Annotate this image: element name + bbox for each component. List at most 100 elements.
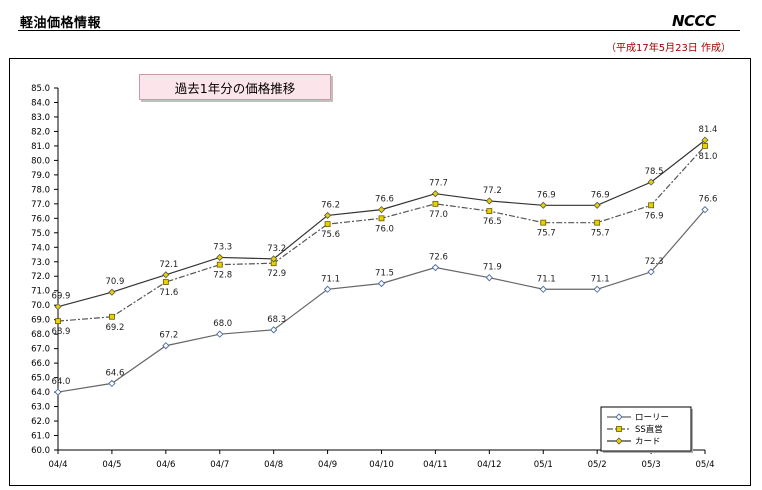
y-tick-label: 63.0 <box>31 403 50 413</box>
data-label-2: 72.8 <box>213 271 232 281</box>
data-point-3 <box>377 206 386 214</box>
y-tick-label: 84.0 <box>31 98 50 108</box>
y-tick-label: 81.0 <box>31 142 50 152</box>
data-label-2: 76.9 <box>645 211 664 221</box>
data-point-1 <box>539 285 547 293</box>
data-point-1 <box>377 279 386 288</box>
data-point-3 <box>593 201 601 209</box>
data-point-1 <box>270 326 278 334</box>
y-tick-label: 76.0 <box>31 214 50 224</box>
data-point-1 <box>216 330 224 338</box>
data-label-1: 71.1 <box>591 274 610 284</box>
data-point-1 <box>647 268 655 276</box>
page-title: 軽油価格情報 <box>20 16 102 31</box>
data-point-1 <box>323 285 332 293</box>
x-tick-label: 04/9 <box>318 460 337 470</box>
data-label-1: 68.3 <box>267 315 286 325</box>
data-label-1: 71.9 <box>483 263 502 273</box>
data-point-3 <box>647 178 655 186</box>
data-label-2: 69.2 <box>105 323 124 333</box>
data-point-1 <box>54 388 62 396</box>
data-label-1: 64.0 <box>52 377 71 387</box>
data-label-3: 70.9 <box>105 277 124 287</box>
data-label-1: 67.2 <box>159 331 178 341</box>
data-label-2: 81.0 <box>699 152 718 162</box>
data-point-3 <box>270 255 278 263</box>
data-label-2: 76.5 <box>483 217 502 227</box>
data-label-2: 68.9 <box>52 327 71 337</box>
company-logo: NCCC <box>672 12 716 30</box>
data-point-3 <box>485 197 493 205</box>
data-point-3 <box>162 271 170 279</box>
x-tick-label: 04/12 <box>477 460 502 470</box>
x-tick-label: 05/1 <box>534 460 553 470</box>
y-tick-label: 72.0 <box>31 272 50 282</box>
data-label-1: 68.0 <box>213 319 232 329</box>
legend-label-2: SS直営 <box>635 424 663 435</box>
data-point-3 <box>216 253 224 261</box>
data-label-3: 73.2 <box>267 244 286 254</box>
data-label-1: 76.6 <box>699 195 718 205</box>
y-tick-label: 79.0 <box>31 171 50 181</box>
data-label-2: 75.7 <box>537 229 556 239</box>
y-tick-label: 82.0 <box>31 127 50 137</box>
y-tick-label: 65.0 <box>31 374 50 384</box>
chart-title: 過去1年分の価格推移 <box>139 74 331 100</box>
y-tick-label: 67.0 <box>31 345 50 355</box>
data-label-2: 75.6 <box>321 230 340 240</box>
y-tick-label: 74.0 <box>31 243 50 253</box>
data-point-3 <box>54 303 62 311</box>
y-tick-label: 85.0 <box>31 84 50 94</box>
data-label-3: 77.7 <box>429 179 448 189</box>
data-label-1: 71.5 <box>375 268 394 278</box>
y-tick-label: 66.0 <box>31 359 50 369</box>
data-point-1 <box>593 285 601 293</box>
data-point-3 <box>701 136 709 144</box>
creation-date: （平成17年5月23日 作成） <box>606 43 731 54</box>
legend-marker-3 <box>615 437 623 445</box>
data-point-2 <box>378 215 385 222</box>
y-tick-label: 60.0 <box>31 446 50 456</box>
legend-marker-1 <box>615 413 623 421</box>
data-label-3: 81.4 <box>699 125 718 135</box>
y-tick-label: 69.0 <box>31 316 50 326</box>
data-point-1 <box>431 263 440 272</box>
data-point-2 <box>702 143 708 149</box>
legend-label-3: カード <box>635 437 661 447</box>
data-label-2: 76.0 <box>375 224 394 234</box>
data-point-3 <box>324 211 332 219</box>
data-point-2 <box>540 219 547 226</box>
data-label-3: 76.9 <box>591 190 610 200</box>
data-point-3 <box>108 288 116 296</box>
price-chart: 60.0 61.0 62.0 63.0 64.0 65.0 66.0 67.0 68.0 69.0… <box>9 58 751 486</box>
data-point-1 <box>162 342 170 350</box>
legend-label-1: ローリー <box>635 413 669 423</box>
y-tick-label: 75.0 <box>31 229 50 239</box>
y-tick-label: 78.0 <box>31 185 50 195</box>
data-label-3: 69.9 <box>52 292 71 302</box>
data-label-1: 72.6 <box>429 253 448 263</box>
data-point-3 <box>431 190 439 198</box>
data-point-2 <box>594 219 601 226</box>
data-label-1: 64.6 <box>105 368 124 378</box>
y-tick-label: 70.0 <box>31 301 50 311</box>
x-tick-label: 05/2 <box>588 460 607 470</box>
data-label-3: 78.5 <box>645 167 664 177</box>
y-tick-label: 68.0 <box>31 330 50 340</box>
data-label-1: 71.1 <box>321 274 340 284</box>
data-point-2 <box>432 200 439 207</box>
data-label-3: 73.3 <box>213 242 232 252</box>
y-tick-label: 73.0 <box>31 258 50 268</box>
data-label-2: 77.0 <box>429 210 448 220</box>
data-point-2 <box>216 261 223 268</box>
data-label-3: 76.2 <box>321 200 340 210</box>
data-label-2: 71.6 <box>159 288 178 298</box>
x-tick-label: 04/6 <box>156 460 175 470</box>
data-label-3: 77.2 <box>483 186 502 196</box>
data-point-3 <box>539 201 547 209</box>
data-point-2 <box>648 202 654 209</box>
y-tick-label: 77.0 <box>31 200 50 210</box>
data-point-1 <box>485 274 493 282</box>
data-point-2 <box>55 318 61 325</box>
x-tick-label: 04/11 <box>423 460 448 470</box>
